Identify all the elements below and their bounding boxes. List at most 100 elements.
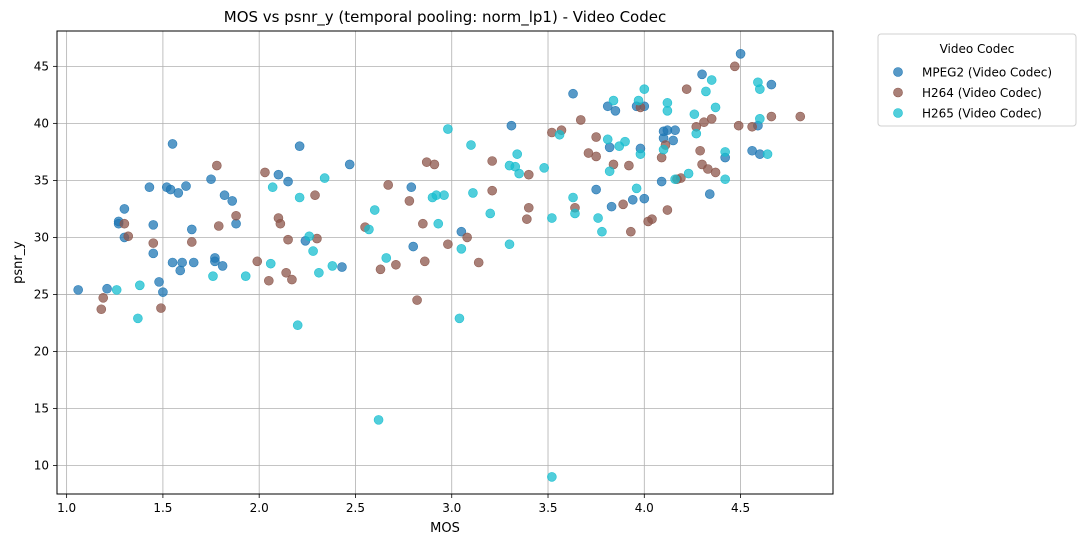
data-point-series-1 bbox=[591, 184, 601, 195]
data-point-series-1 bbox=[627, 194, 638, 205]
data-point-series-2 bbox=[119, 218, 130, 229]
data-point-series-1 bbox=[610, 106, 621, 116]
data-point-series-2 bbox=[487, 185, 497, 196]
data-point-series-1 bbox=[231, 218, 241, 229]
data-point-series-3 bbox=[319, 173, 330, 183]
data-point-series-3 bbox=[267, 182, 278, 193]
x-axis-ticks: 1.0 1.5 2.0 2.5 3.0 3.5 4.0 4.5 bbox=[57, 494, 750, 515]
data-point-series-1 bbox=[148, 248, 159, 259]
data-point-series-3 bbox=[604, 166, 615, 177]
data-point-series-3 bbox=[706, 75, 717, 85]
y-axis-label: psnr_y bbox=[11, 241, 26, 284]
data-point-series-2 bbox=[462, 232, 472, 243]
data-point-series-1 bbox=[344, 159, 355, 170]
data-point-series-1 bbox=[668, 135, 678, 146]
data-point-series-2 bbox=[96, 304, 107, 315]
data-point-series-2 bbox=[695, 145, 705, 156]
data-point-series-3 bbox=[294, 192, 305, 203]
data-point-series-3 bbox=[514, 168, 524, 179]
grid-lines bbox=[57, 31, 833, 494]
data-point-series-1 bbox=[186, 224, 197, 235]
x-tick-label: 1.0 bbox=[57, 501, 76, 515]
data-point-series-2 bbox=[264, 275, 274, 286]
data-point-series-2 bbox=[283, 234, 293, 245]
data-point-series-2 bbox=[443, 239, 453, 250]
legend-marker bbox=[893, 87, 903, 98]
data-point-series-3 bbox=[639, 84, 650, 94]
data-point-series-3 bbox=[327, 261, 338, 271]
data-point-series-3 bbox=[439, 190, 449, 201]
data-point-series-3 bbox=[364, 224, 374, 235]
data-point-series-3 bbox=[720, 174, 730, 185]
data-point-series-1 bbox=[167, 257, 178, 268]
data-point-series-2 bbox=[212, 160, 222, 171]
data-point-series-1 bbox=[227, 196, 238, 206]
data-point-series-2 bbox=[618, 199, 628, 210]
data-point-series-3 bbox=[485, 208, 496, 219]
data-point-series-2 bbox=[656, 152, 667, 163]
data-point-series-1 bbox=[217, 261, 228, 271]
data-point-series-2 bbox=[275, 218, 286, 229]
data-point-series-3 bbox=[602, 134, 613, 145]
data-point-series-3 bbox=[662, 98, 673, 108]
data-point-series-2 bbox=[662, 205, 673, 215]
data-point-series-2 bbox=[429, 159, 440, 170]
x-tick-label: 3.0 bbox=[442, 501, 461, 515]
data-point-series-3 bbox=[134, 280, 145, 291]
data-point-series-3 bbox=[314, 267, 324, 278]
data-point-series-2 bbox=[231, 210, 241, 221]
data-point-series-1 bbox=[210, 256, 220, 267]
data-point-series-3 bbox=[631, 183, 642, 194]
data-point-series-3 bbox=[433, 218, 444, 229]
data-point-series-1 bbox=[735, 49, 746, 59]
legend: Video Codec MPEG2 (Video Codec) H264 (Vid… bbox=[877, 33, 1077, 127]
data-point-series-2 bbox=[419, 256, 430, 267]
legend-label: H265 (Video Codec) bbox=[922, 107, 1042, 121]
legend-marker bbox=[893, 67, 903, 77]
data-point-series-1 bbox=[506, 120, 517, 131]
data-point-series-3 bbox=[504, 239, 515, 250]
data-point-series-2 bbox=[281, 267, 291, 278]
data-point-series-2 bbox=[404, 196, 415, 206]
data-point-series-2 bbox=[418, 218, 428, 229]
data-point-series-1 bbox=[766, 79, 777, 90]
data-point-series-1 bbox=[606, 201, 617, 212]
data-point-series-2 bbox=[647, 214, 657, 224]
data-point-series-2 bbox=[733, 120, 744, 131]
data-point-series-3 bbox=[454, 313, 465, 324]
data-point-series-1 bbox=[119, 204, 130, 214]
data-point-series-2 bbox=[156, 303, 166, 313]
data-point-series-1 bbox=[639, 193, 650, 204]
data-point-series-1 bbox=[670, 125, 680, 136]
data-point-series-3 bbox=[755, 84, 765, 94]
data-point-series-2 bbox=[213, 221, 224, 231]
data-point-series-3 bbox=[547, 472, 557, 482]
x-tick-label: 4.0 bbox=[635, 501, 654, 515]
legend-box bbox=[877, 33, 1077, 127]
data-point-series-1 bbox=[148, 220, 159, 230]
data-point-series-1 bbox=[206, 174, 216, 185]
data-point-series-3 bbox=[762, 149, 773, 159]
x-tick-label: 2.0 bbox=[250, 501, 269, 515]
data-point-series-3 bbox=[456, 244, 467, 254]
data-point-series-1 bbox=[406, 182, 417, 193]
data-point-series-1 bbox=[219, 190, 230, 201]
data-point-series-1 bbox=[73, 285, 83, 295]
data-point-series-3 bbox=[292, 320, 303, 331]
data-point-series-3 bbox=[658, 144, 669, 155]
data-point-series-1 bbox=[158, 287, 168, 297]
data-point-series-1 bbox=[456, 226, 467, 237]
data-point-series-1 bbox=[568, 88, 578, 99]
data-point-series-1 bbox=[175, 265, 186, 276]
data-point-series-1 bbox=[188, 257, 199, 268]
y-tick-label: 15 bbox=[34, 401, 49, 415]
data-point-series-3 bbox=[373, 415, 384, 425]
data-point-series-1 bbox=[177, 257, 187, 268]
data-point-series-1 bbox=[408, 241, 419, 252]
legend-label: MPEG2 (Video Codec) bbox=[922, 66, 1052, 80]
data-point-series-2 bbox=[591, 132, 601, 142]
data-point-series-1 bbox=[337, 262, 347, 272]
data-point-series-2 bbox=[487, 156, 497, 166]
data-point-series-2 bbox=[575, 115, 586, 125]
